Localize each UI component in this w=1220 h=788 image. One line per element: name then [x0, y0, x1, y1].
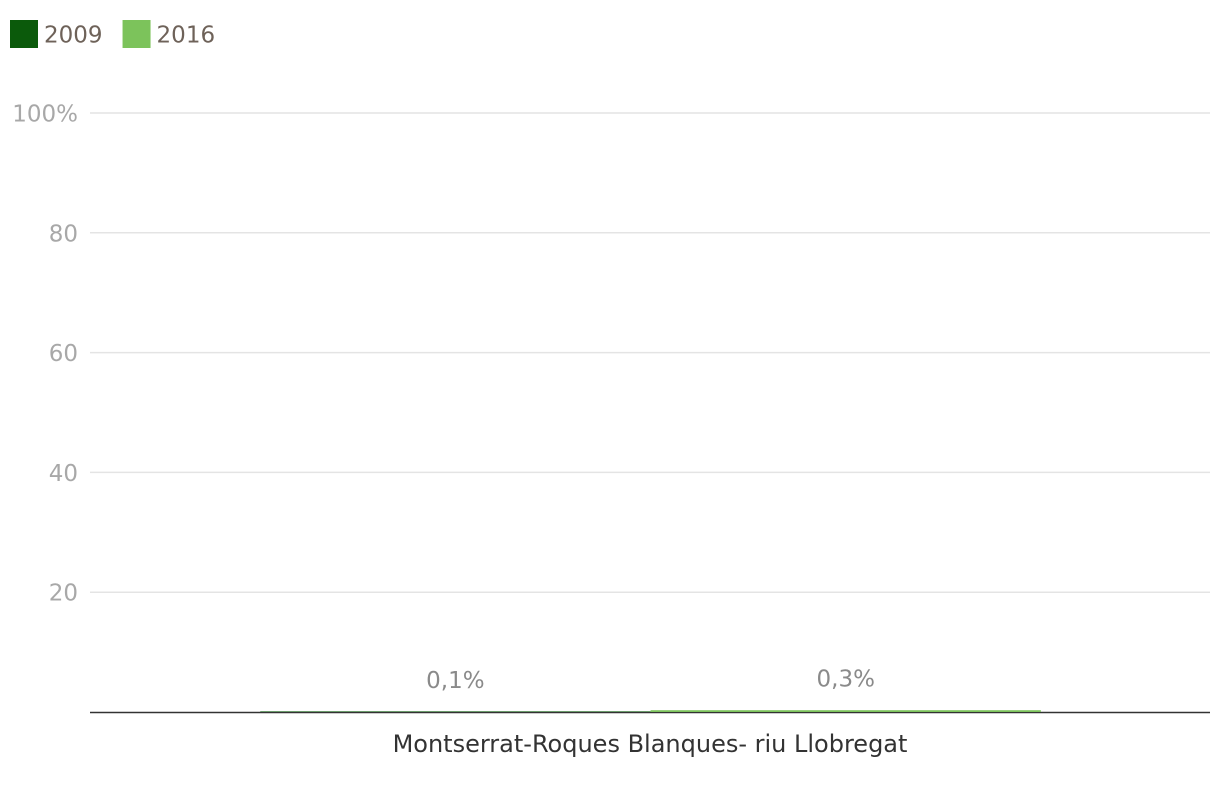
legend-label: 2009: [44, 23, 103, 49]
value-label: 0,3%: [817, 667, 875, 693]
legend-swatch: [10, 20, 38, 48]
legend-label: 2016: [157, 23, 216, 49]
y-tick-label: 20: [49, 581, 78, 607]
y-tick-label: 40: [49, 461, 78, 487]
legend-swatch: [122, 20, 151, 48]
y-tick-label: 100%: [12, 102, 78, 128]
value-label: 0,1%: [426, 668, 484, 694]
y-tick-label: 80: [49, 221, 78, 247]
y-tick-label: 60: [49, 341, 78, 367]
bar: [260, 711, 651, 712]
bar: [650, 710, 1041, 712]
x-tick-label: Montserrat-Roques Blanques- riu Llobrega…: [393, 730, 908, 758]
